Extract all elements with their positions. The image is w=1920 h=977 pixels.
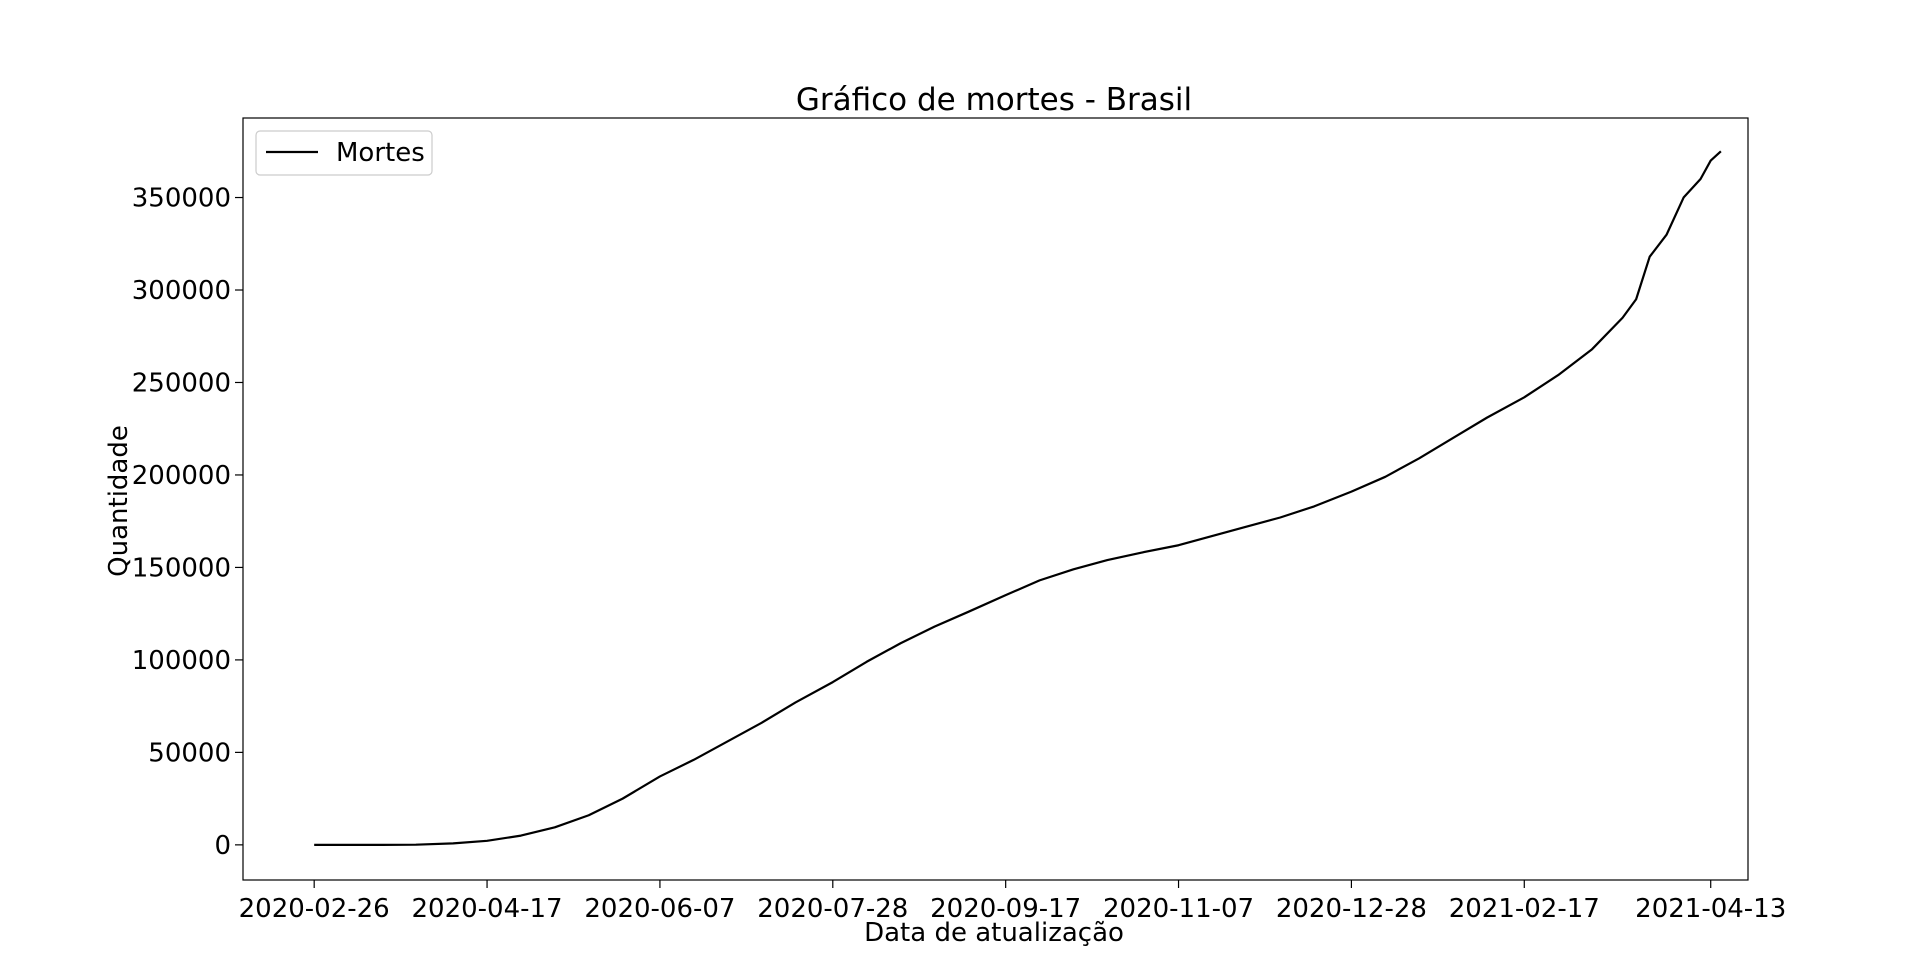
- legend-label-mortes: Mortes: [336, 138, 425, 168]
- x-tick-label: 2021-04-13: [1635, 894, 1786, 924]
- y-tick-label: 250000: [132, 368, 231, 398]
- x-tick-label: 2020-09-17: [930, 894, 1081, 924]
- chart-title: Gráfico de mortes - Brasil: [796, 82, 1192, 118]
- y-axis-title: Quantidade: [104, 425, 134, 577]
- x-tick-label: 2020-06-07: [584, 894, 735, 924]
- legend-box: [255, 130, 433, 176]
- y-tick-label: 150000: [132, 553, 231, 583]
- x-tick-label: 2020-04-17: [411, 894, 562, 924]
- y-tick-label: 50000: [148, 738, 231, 768]
- y-tick-label: 100000: [132, 646, 231, 676]
- x-tick-label: 2020-02-26: [239, 894, 390, 924]
- y-tick-label: 0: [214, 831, 231, 861]
- y-tick-label: 200000: [132, 461, 231, 491]
- x-tick-label: 2020-12-28: [1276, 894, 1427, 924]
- y-tick-label: 350000: [132, 184, 231, 214]
- legend: Mortes: [255, 130, 433, 176]
- plot-area: [242, 117, 1749, 881]
- plot-frame: [242, 117, 1749, 881]
- x-tick-label: 2021-02-17: [1449, 894, 1600, 924]
- series-line-0: [314, 150, 1722, 846]
- x-tick-label: 2020-07-28: [757, 894, 908, 924]
- x-axis: 2020-02-26 2020-04-17 2020-06-07 2020-07-28…: [239, 880, 1786, 924]
- y-tick-label: 300000: [132, 276, 231, 306]
- x-tick-label: 2020-11-07: [1103, 894, 1254, 924]
- y-axis: 0 50000 100000 150000 200000 250000 300000 3500…: [132, 184, 243, 861]
- x-axis-title: Data de atualização: [864, 918, 1124, 948]
